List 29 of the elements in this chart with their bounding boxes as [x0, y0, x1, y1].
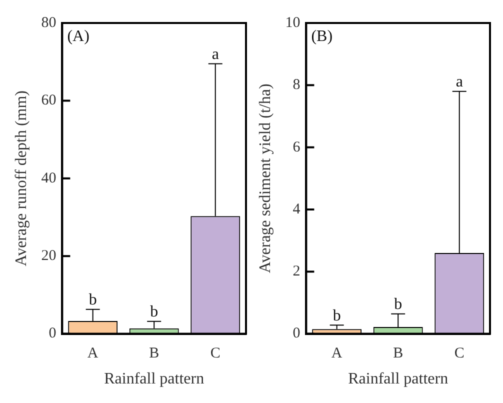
y-tick-label: 60	[41, 92, 56, 109]
x-axis-title: Rainfall pattern	[348, 370, 448, 388]
y-tick-label: 8	[292, 77, 300, 94]
annotation: b	[332, 307, 341, 324]
y-tick-label: 0	[292, 326, 300, 342]
annotation: (A)	[67, 28, 90, 46]
y-tick-label: 2	[292, 264, 300, 280]
x-tick-label: A	[87, 346, 98, 362]
x-tick-label: B	[149, 346, 160, 362]
x-tick-label: C	[454, 346, 464, 362]
annotation: b	[88, 292, 97, 309]
x-tick-label: B	[393, 346, 404, 362]
annotation: a	[456, 74, 463, 91]
x-axis-title: Rainfall pattern	[104, 370, 204, 388]
annotation: (B)	[311, 28, 333, 46]
annotation: a	[212, 46, 219, 63]
y-tick-label: 20	[41, 248, 56, 264]
y-tick-label: 40	[41, 170, 56, 186]
y-tick-label: 6	[292, 139, 301, 156]
y-tick-label: 4	[292, 201, 301, 218]
annotation: b	[150, 304, 158, 321]
x-tick-label: A	[331, 346, 342, 362]
x-tick-label: C	[210, 346, 220, 362]
annotation: b	[394, 296, 402, 314]
y-tick-label: 0	[48, 326, 56, 342]
y-tick-label: 10	[285, 14, 300, 31]
y-axis-title: Average runoff depth (mm)	[12, 90, 30, 266]
y-tick-label: 80	[41, 14, 56, 31]
y-axis-title: Average sediment yield (t/ha)	[256, 84, 274, 274]
